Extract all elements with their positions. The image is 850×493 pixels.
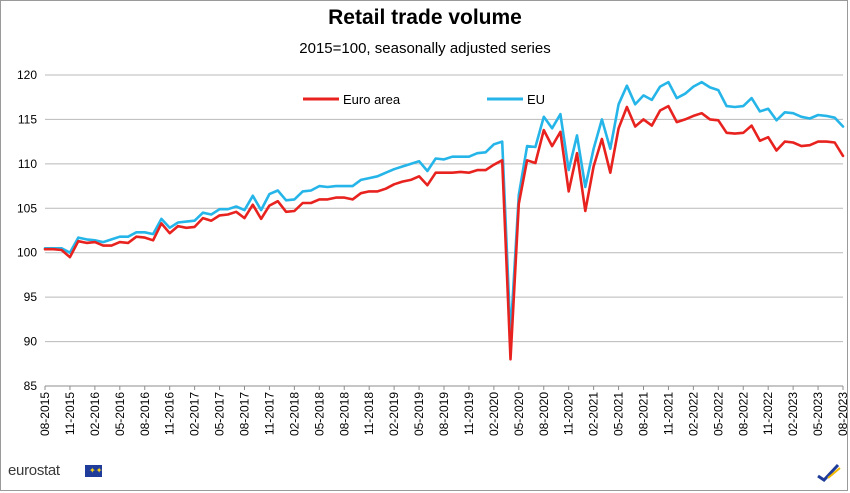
- x-tick-label: 11-2022: [761, 392, 775, 435]
- x-tick-label: 11-2015: [63, 392, 77, 435]
- x-tick-label: 02-2020: [487, 392, 501, 436]
- x-tick-label: 08-2019: [437, 392, 451, 436]
- y-tick-label: 90: [24, 335, 38, 349]
- eurostat-mark-icon: [817, 463, 841, 482]
- x-tick-label: 02-2018: [287, 392, 301, 436]
- x-tick-label: 05-2017: [213, 392, 227, 436]
- chart-title: Retail trade volume: [328, 6, 522, 29]
- legend-label-eu: EU: [527, 92, 545, 107]
- chart-subtitle: 2015=100, seasonally adjusted series: [299, 40, 551, 57]
- legend-label-euro-area: Euro area: [343, 92, 401, 107]
- y-tick-label: 95: [24, 290, 38, 304]
- x-tick-label: 02-2019: [387, 392, 401, 436]
- x-tick-label: 08-2015: [38, 392, 52, 436]
- x-tick-label: 02-2017: [188, 392, 202, 436]
- x-tick-label: 02-2016: [88, 392, 102, 436]
- x-tick-label: 11-2019: [462, 392, 476, 435]
- x-tick-label: 08-2023: [836, 392, 850, 436]
- x-tick-label: 11-2018: [362, 392, 376, 435]
- x-tick-label: 08-2021: [637, 392, 651, 436]
- x-tick-label: 11-2021: [661, 392, 675, 435]
- x-tick-label: 05-2021: [612, 392, 626, 436]
- x-tick-label: 11-2016: [163, 392, 177, 435]
- x-tick-label: 05-2016: [113, 392, 127, 436]
- x-tick-label: 08-2020: [537, 392, 551, 436]
- y-tick-label: 100: [17, 246, 37, 260]
- eurostat-logo: eurostat: [8, 462, 60, 479]
- eu-flag-icon: ✦✦: [85, 465, 102, 477]
- x-tick-label: 08-2022: [736, 392, 750, 436]
- series-line-eu: [43, 80, 845, 337]
- y-tick-label: 110: [18, 157, 37, 171]
- x-tick-label: 08-2017: [238, 392, 252, 436]
- x-tick-label: 08-2018: [337, 392, 351, 436]
- series-line-euro-area: [43, 104, 845, 361]
- y-tick-label: 105: [17, 201, 37, 215]
- x-tick-label: 11-2017: [262, 392, 276, 435]
- x-tick-label: 05-2023: [811, 392, 825, 436]
- x-tick-label: 05-2022: [711, 392, 725, 436]
- x-tick-label: 05-2018: [312, 392, 326, 436]
- x-tick-label: 02-2023: [786, 392, 800, 436]
- x-tick-label: 02-2022: [686, 392, 700, 436]
- x-tick-label: 08-2016: [138, 392, 152, 436]
- y-tick-label: 120: [17, 68, 37, 82]
- x-tick-label: 02-2021: [587, 392, 601, 436]
- y-tick-label: 115: [18, 112, 37, 126]
- y-tick-label: 85: [24, 379, 38, 393]
- x-tick-label: 05-2020: [512, 392, 526, 436]
- x-tick-label: 11-2020: [562, 392, 576, 435]
- x-tick-label: 05-2019: [412, 392, 426, 436]
